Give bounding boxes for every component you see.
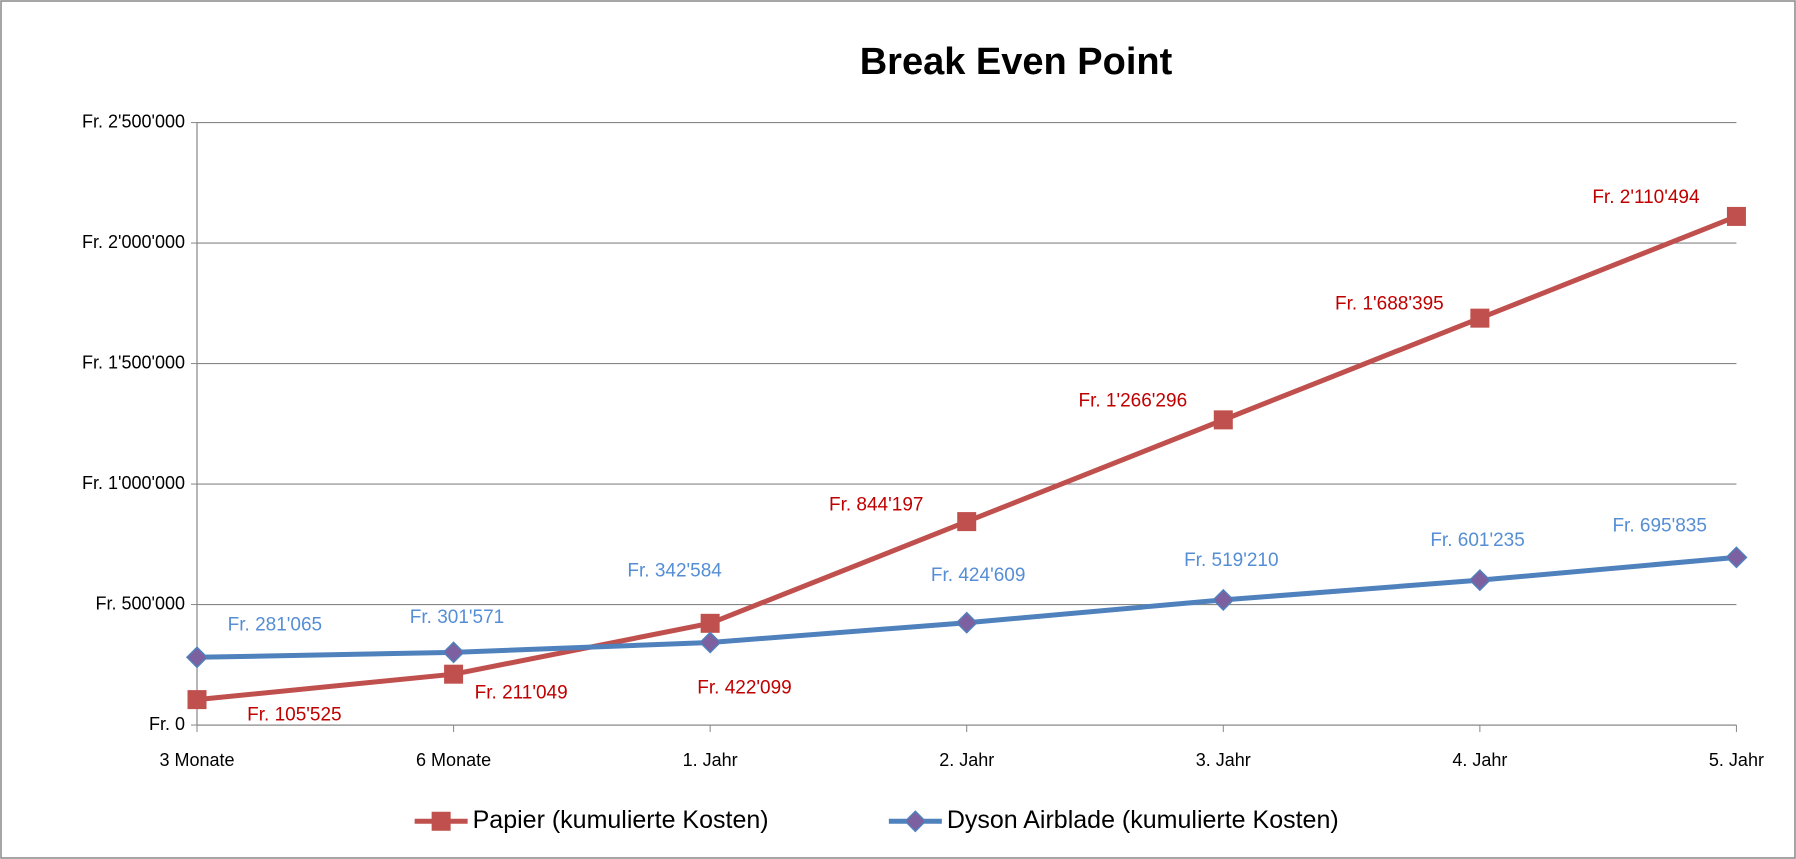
data-point xyxy=(1468,569,1491,592)
data-point xyxy=(1725,546,1748,569)
data-label: Fr. 424'609 xyxy=(931,565,1025,586)
legend-label: Dyson Airblade (kumulierte Kosten) xyxy=(947,806,1339,834)
data-point xyxy=(1213,410,1233,430)
x-tick-label: 5. Jahr xyxy=(1709,750,1764,770)
x-tick-label: 3 Monate xyxy=(159,750,234,770)
data-point xyxy=(1726,206,1746,226)
x-tick-label: 4. Jahr xyxy=(1452,750,1507,770)
data-point xyxy=(700,613,720,633)
data-point xyxy=(185,646,209,669)
x-tick-label: 2. Jahr xyxy=(939,750,994,770)
data-label: Fr. 2'110'494 xyxy=(1592,187,1700,208)
legend-label: Papier (kumulierte Kosten) xyxy=(473,806,769,834)
data-label: Fr. 1'688'395 xyxy=(1335,293,1444,314)
data-label: Fr. 105'525 xyxy=(247,705,341,726)
y-tick-label: Fr. 2'000'000 xyxy=(82,232,185,252)
data-label: Fr. 211'049 xyxy=(475,683,568,704)
data-label: Fr. 422'099 xyxy=(697,678,791,699)
data-label: Fr. 342'584 xyxy=(627,560,722,581)
data-point xyxy=(187,690,207,710)
data-label: Fr. 281'065 xyxy=(228,614,322,635)
legend-marker xyxy=(431,811,451,831)
x-tick-label: 1. Jahr xyxy=(683,750,738,770)
data-point xyxy=(444,664,464,684)
x-tick-label: 3. Jahr xyxy=(1196,750,1251,770)
data-label: Fr. 601'235 xyxy=(1430,530,1524,551)
data-point xyxy=(955,611,978,634)
data-point xyxy=(699,631,722,654)
data-label: Fr. 695'835 xyxy=(1612,515,1706,536)
legend-marker xyxy=(904,810,927,833)
y-tick-label: Fr. 0 xyxy=(149,714,185,734)
y-tick-label: Fr. 500'000 xyxy=(96,593,186,613)
x-tick-label: 6 Monate xyxy=(416,750,491,770)
y-tick-label: Fr. 1'000'000 xyxy=(82,473,185,493)
data-point xyxy=(442,641,465,664)
data-label: Fr. 519'210 xyxy=(1184,550,1278,571)
data-label: Fr. 844'197 xyxy=(829,495,923,516)
data-point xyxy=(957,512,977,532)
data-label: Fr. 1'266'296 xyxy=(1078,391,1187,412)
chart-title: Break Even Point xyxy=(860,41,1173,83)
data-label: Fr. 301'571 xyxy=(410,607,504,628)
y-tick-label: Fr. 2'500'000 xyxy=(82,111,185,131)
y-tick-label: Fr. 1'500'000 xyxy=(82,352,185,372)
data-point xyxy=(1470,308,1490,328)
data-point xyxy=(1212,588,1235,611)
